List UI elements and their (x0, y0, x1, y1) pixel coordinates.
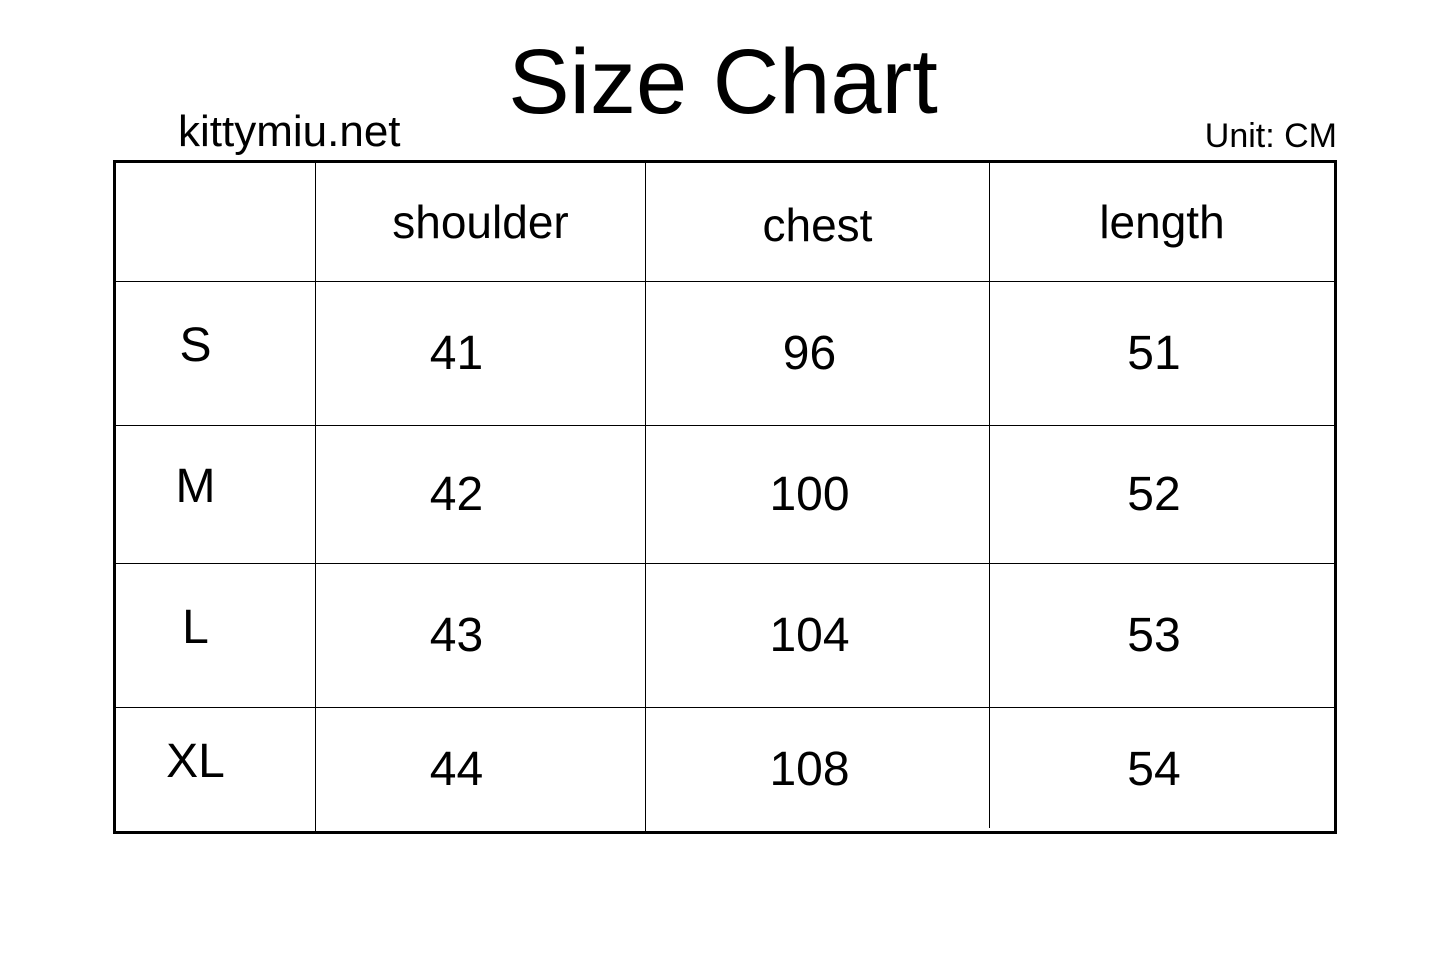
cell-shoulder: 43 (429, 609, 484, 662)
cell-chest: 96 (782, 327, 837, 380)
row-divider (116, 707, 1334, 708)
header-shoulder: shoulder (392, 196, 569, 248)
size-label: S (179, 319, 212, 372)
cell-length: 53 (1127, 609, 1181, 662)
header-length: length (1099, 196, 1225, 248)
column-divider (315, 163, 316, 831)
row-divider (116, 425, 1334, 426)
cell-length: 54 (1127, 743, 1181, 796)
size-label: XL (166, 735, 225, 788)
cell-length: 52 (1127, 468, 1181, 521)
cell-chest: 108 (769, 743, 850, 796)
column-divider (989, 163, 990, 828)
size-table: shoulder chest length S 41 96 51 M 42 100 52 L 43… (113, 160, 1337, 834)
cell-shoulder: 44 (429, 743, 484, 796)
header-chest: chest (762, 199, 873, 251)
cell-chest: 100 (769, 468, 850, 521)
site-name: kittymiu.net (178, 107, 401, 156)
cell-shoulder: 42 (429, 468, 484, 521)
row-divider (116, 563, 1334, 564)
row-divider (116, 281, 1334, 282)
column-divider (645, 163, 646, 831)
size-label: M (175, 460, 216, 513)
page-title: Size Chart (508, 31, 938, 133)
cell-shoulder: 41 (429, 327, 484, 380)
cell-length: 51 (1127, 327, 1181, 380)
unit-label: Unit: CM (1204, 117, 1337, 155)
cell-chest: 104 (769, 609, 850, 662)
size-label: L (182, 601, 209, 654)
